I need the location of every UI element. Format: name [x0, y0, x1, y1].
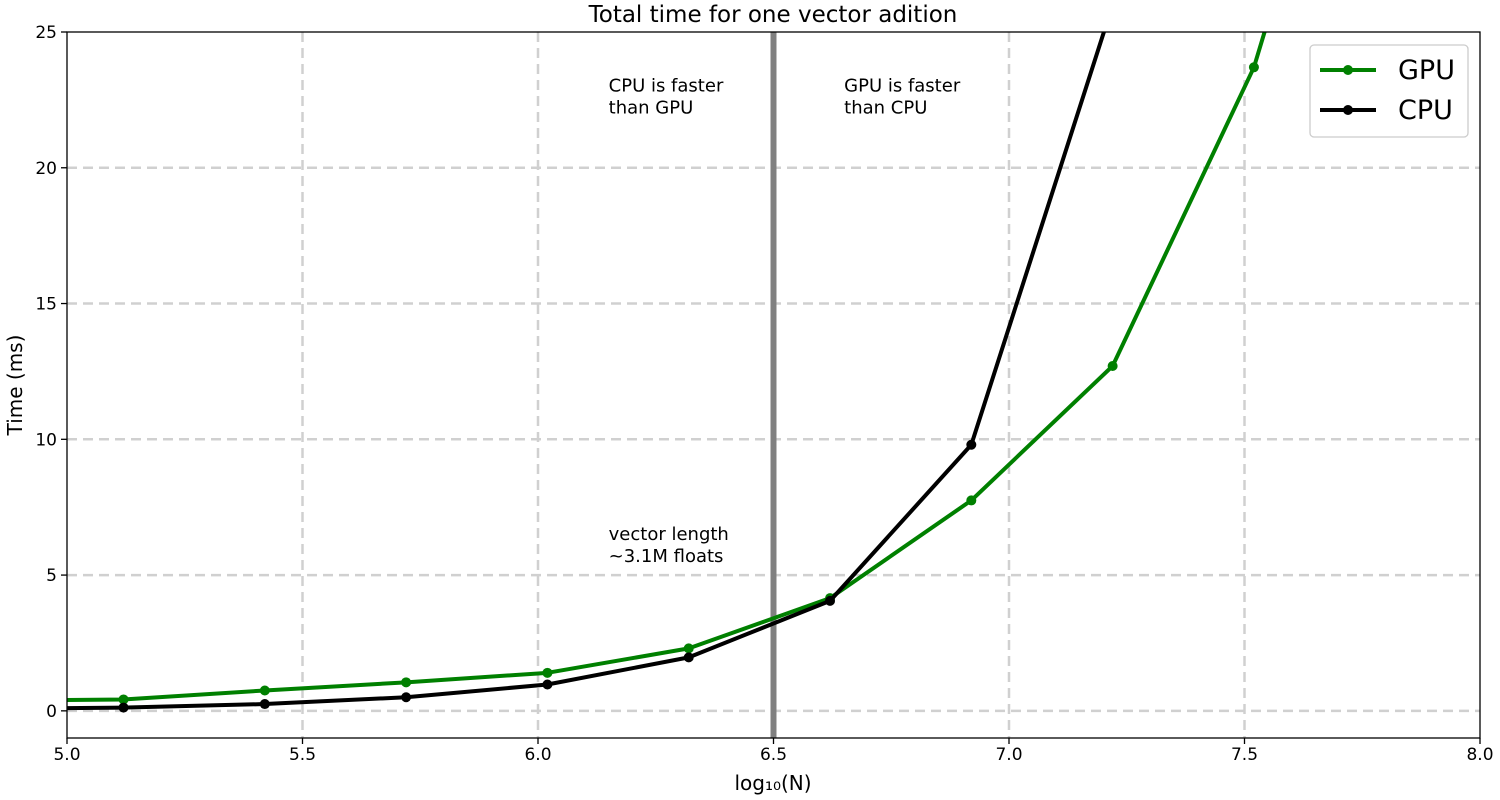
- cpu-data-point: [683, 652, 694, 663]
- x-axis-label: log₁₀(N): [734, 771, 811, 795]
- cpu-data-point: [401, 692, 412, 703]
- x-tick-label: 8.0: [1466, 745, 1493, 765]
- y-tick-label: 20: [35, 159, 57, 179]
- gpu-data-point: [1248, 62, 1259, 73]
- legend-cpu-marker: [1343, 105, 1353, 115]
- annotation-vector-length: vector length ~3.1M floats: [609, 524, 729, 567]
- legend-gpu-marker: [1343, 65, 1353, 75]
- y-tick-label: 25: [35, 23, 57, 43]
- gpu-data-point: [1107, 360, 1118, 371]
- y-tick-label: 0: [46, 702, 57, 722]
- y-tick-label: 5: [46, 566, 57, 586]
- chart-title: Total time for one vector adition: [588, 2, 958, 28]
- cpu-series-line: [67, 32, 1106, 711]
- cpu-data-point: [966, 439, 977, 450]
- annotation-cpu-faster: CPU is faster than GPU: [609, 76, 724, 119]
- axis-ticks: 5.0 5.5 6.0 6.5 7.0 7.5 8.0 0 5 10 15 20 25: [35, 23, 1493, 765]
- x-tick-label: 7.5: [1231, 745, 1258, 765]
- annotation-gpu-faster: GPU is faster than CPU: [844, 76, 961, 119]
- legend-gpu-label: GPU: [1398, 55, 1455, 86]
- y-tick-label: 10: [35, 430, 57, 450]
- cpu-data-point: [118, 702, 129, 713]
- gpu-data-point: [542, 667, 553, 678]
- gpu-data-point: [401, 677, 412, 688]
- legend-cpu-label: CPU: [1398, 95, 1453, 126]
- y-tick-label: 15: [35, 295, 57, 315]
- gpu-data-point: [259, 685, 270, 696]
- x-tick-label: 7.0: [995, 745, 1022, 765]
- annotations: CPU is faster than GPU GPU is faster than C…: [609, 76, 961, 567]
- y-axis-label: Time (ms): [3, 335, 27, 437]
- cpu-data-point: [259, 699, 270, 710]
- legend: GPU CPU: [1309, 44, 1469, 138]
- cpu-data-point: [542, 679, 553, 690]
- gpu-data-point: [683, 643, 694, 654]
- x-tick-label: 5.5: [289, 745, 316, 765]
- x-tick-label: 5.0: [53, 745, 80, 765]
- x-tick-label: 6.5: [760, 745, 787, 765]
- x-tick-label: 6.0: [524, 745, 551, 765]
- cpu-data-point: [825, 595, 836, 606]
- gpu-data-point: [966, 495, 977, 506]
- gpu-data-point: [118, 694, 129, 705]
- series-group: [67, 32, 1267, 713]
